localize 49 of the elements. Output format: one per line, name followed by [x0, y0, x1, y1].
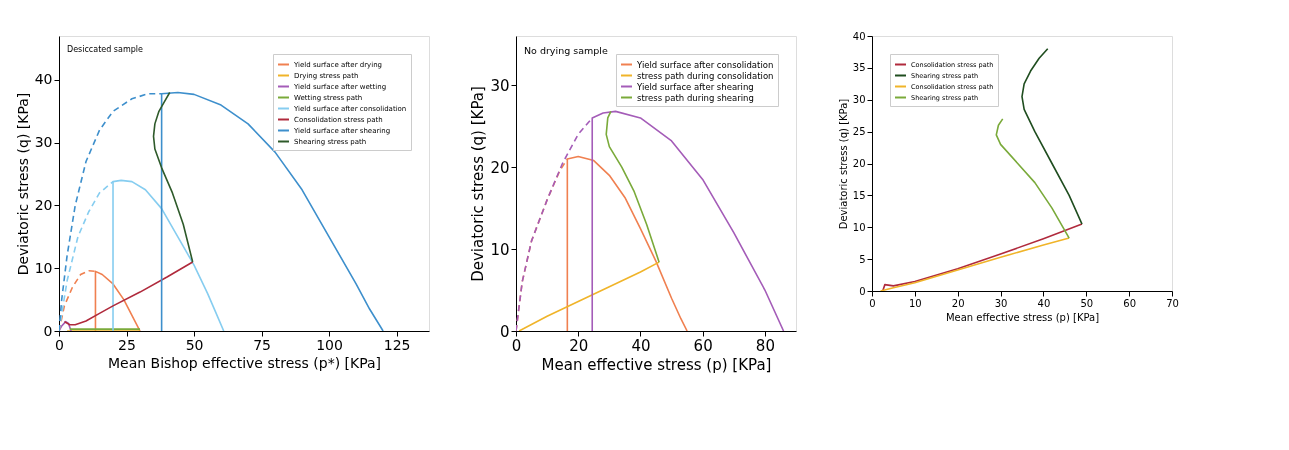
y-tick-label: 25	[852, 126, 866, 138]
annotation: No drying sample	[524, 45, 608, 56]
x-tick-label: 40	[1037, 297, 1051, 309]
annotation: Desiccated sample	[67, 45, 144, 54]
x-tick-label: 20	[951, 297, 965, 309]
x-tick-label: 0	[55, 336, 64, 353]
x-axis-title: Mean Bishop effective stress (p*) [KPa]	[107, 354, 382, 371]
y-tick-label: 35	[852, 62, 866, 74]
y-tick-label: 0	[43, 322, 53, 339]
y-tick-label: 0	[859, 285, 866, 297]
y-tick-label: 20	[34, 196, 53, 213]
y-tick-label: 30	[490, 76, 510, 95]
x-axis-title: Mean effective stress (p) [KPa]	[541, 355, 772, 374]
y-tick-label: 10	[490, 240, 510, 259]
x-axis-title: Mean effective stress (p) [KPa]	[945, 311, 1100, 323]
x-tick-label: 60	[693, 336, 713, 355]
y-tick-label: 10	[852, 221, 866, 233]
x-tick-label: 20	[569, 336, 589, 355]
y-tick-label: 15	[852, 189, 866, 201]
legend-label: stress path during shearing	[637, 92, 754, 103]
x-tick-label: 50	[1080, 297, 1094, 309]
legend-label: Yield surface after shearing	[636, 81, 754, 92]
x-tick-label: 100	[316, 336, 343, 353]
y-tick-label: 20	[852, 158, 866, 169]
x-tick-label: 50	[185, 336, 204, 353]
x-tick-label: 0	[869, 297, 876, 309]
y-tick-label: 40	[852, 30, 866, 42]
x-tick-label: 70	[1166, 297, 1179, 309]
y-tick-label: 40	[34, 71, 53, 88]
x-tick-label: 125	[383, 336, 411, 353]
y-axis-title: Deviatoric stress (q) [KPa]	[837, 98, 849, 230]
y-tick-label: 5	[859, 253, 866, 265]
y-tick-label: 30	[34, 134, 53, 151]
y-tick-label: 20	[490, 158, 510, 177]
y-tick-label: 30	[852, 94, 866, 106]
x-tick-label: 10	[908, 297, 922, 309]
x-tick-label: 40	[631, 336, 651, 355]
x-tick-label: 30	[994, 297, 1008, 309]
y-tick-label: 10	[34, 259, 53, 276]
legend-label: Yield surface after consolidation	[636, 59, 774, 70]
x-tick-label: 0	[511, 336, 522, 355]
legend-label: stress path during consolidation	[637, 70, 774, 81]
y-axis-title: Deviatoric stress (q) [KPa]	[14, 92, 31, 276]
x-tick-label: 25	[118, 336, 136, 353]
y-tick-label: 0	[499, 322, 510, 341]
x-tick-label: 60	[1123, 297, 1137, 309]
y-axis-title: Deviatoric stress (q) [KPa]	[469, 86, 488, 282]
x-tick-label: 75	[253, 336, 271, 353]
x-tick-label: 80	[755, 336, 775, 355]
